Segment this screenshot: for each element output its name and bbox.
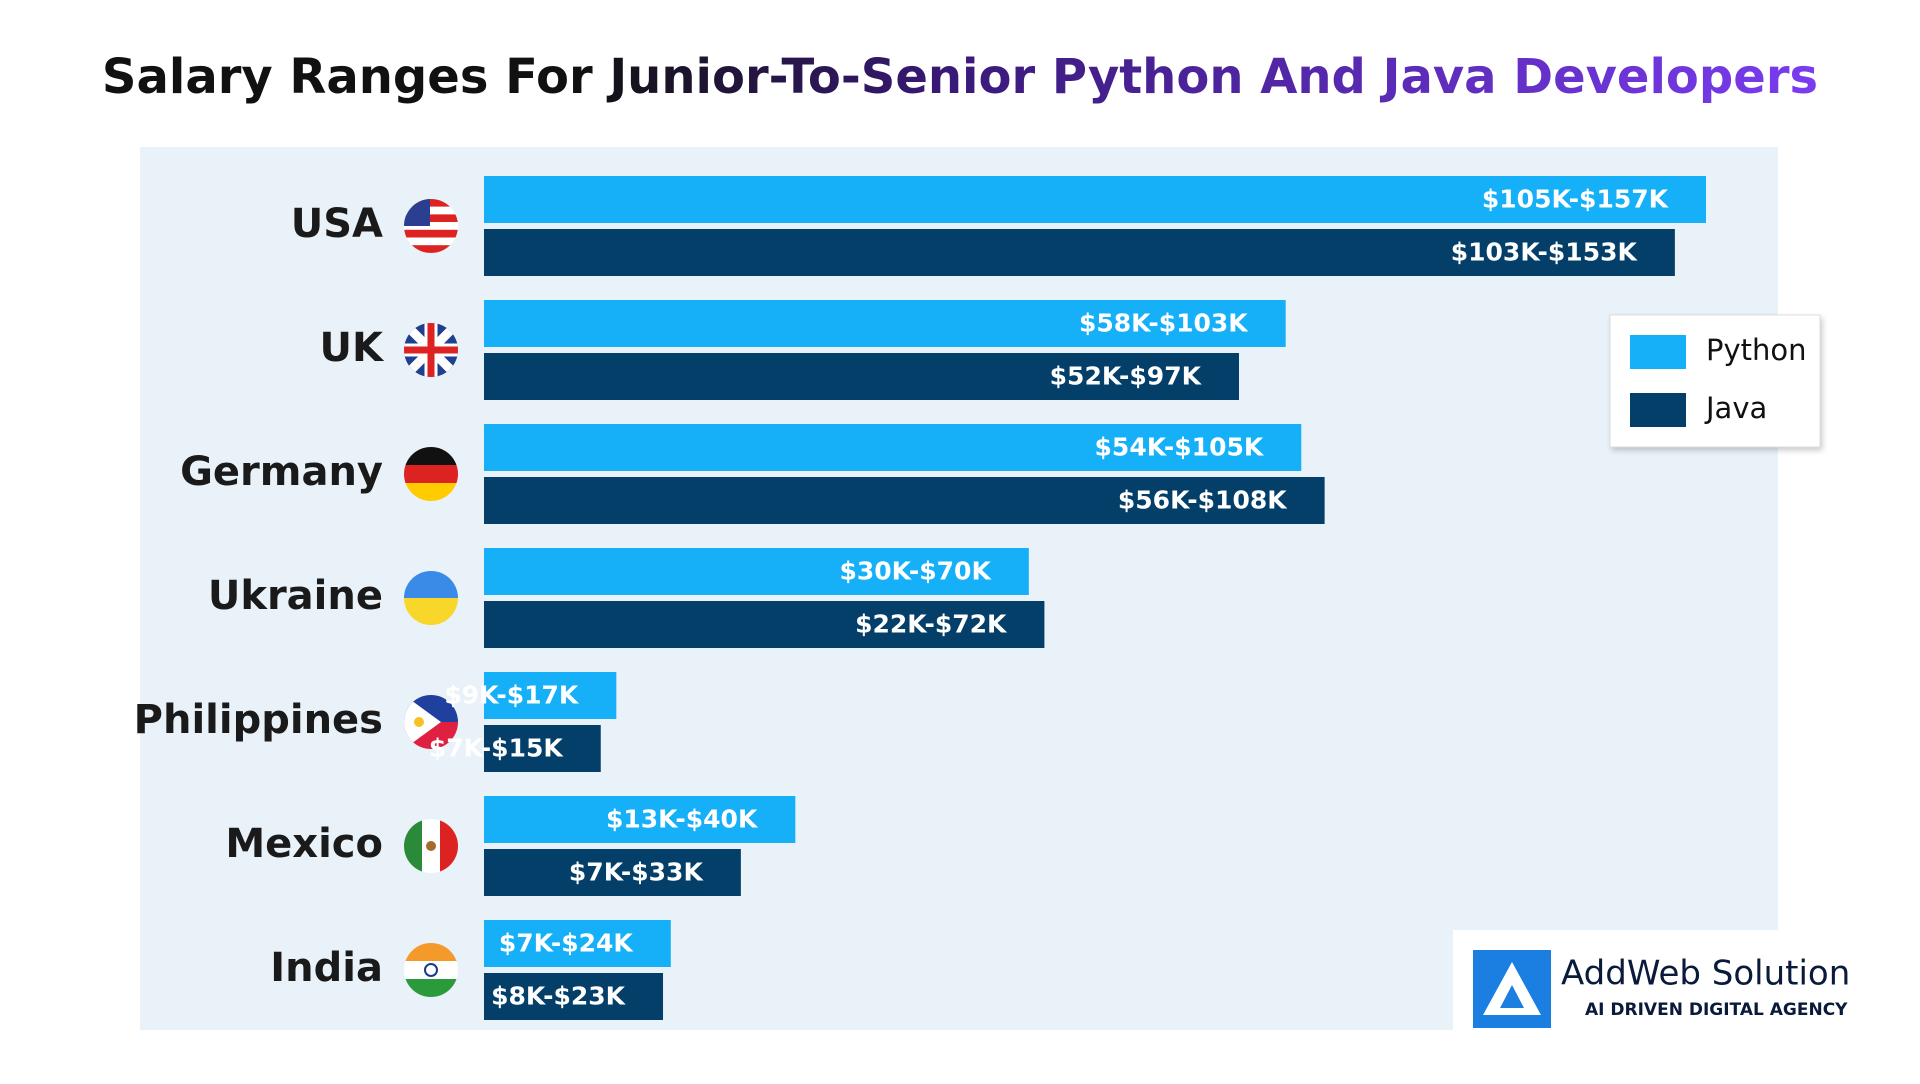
- bar: [484, 849, 741, 896]
- flag: [404, 819, 458, 873]
- category-label: USA: [291, 201, 383, 247]
- flag-part: [440, 819, 458, 873]
- flag-part: [404, 206, 458, 215]
- flag-part: [404, 323, 458, 377]
- bar: [484, 973, 664, 1020]
- flag-part: [404, 465, 458, 483]
- flag-part: [414, 717, 424, 727]
- flag-part: [404, 229, 458, 238]
- legend-swatch: [1630, 335, 1686, 369]
- value-label: $8K-$23K: [491, 982, 627, 1011]
- flag-part: [404, 214, 458, 223]
- value-label: $58K-$103K: [1079, 309, 1249, 338]
- value-label: $9K-$17K: [444, 681, 580, 710]
- value-label: $105K-$157K: [1482, 185, 1670, 214]
- value-label: $52K-$97K: [1050, 362, 1203, 391]
- category-label: India: [270, 945, 383, 991]
- logo-mark: [1483, 962, 1541, 1015]
- category-label: Philippines: [134, 697, 383, 743]
- flag-part: [424, 963, 438, 977]
- category-label: Mexico: [225, 821, 383, 867]
- bar: [484, 176, 1706, 223]
- flag-part: [404, 979, 458, 997]
- bar: [484, 229, 1675, 276]
- legend-swatch: [1630, 393, 1686, 427]
- chart-title: Salary Ranges For Junior-To-Senior Pytho…: [102, 49, 1818, 105]
- bar: [484, 672, 617, 719]
- flag-part: [404, 245, 458, 253]
- bar: [484, 725, 601, 772]
- flag-part: [404, 483, 458, 501]
- bar: [484, 477, 1325, 524]
- flag: [404, 447, 458, 501]
- brand-name: AddWeb Solution: [1561, 954, 1850, 994]
- value-label: $13K-$40K: [606, 805, 759, 834]
- bar: [484, 424, 1302, 471]
- value-label: $7K-$15K: [429, 734, 565, 763]
- flag: [404, 323, 458, 377]
- flag-part: [404, 222, 458, 230]
- value-label: $103K-$153K: [1451, 238, 1639, 267]
- category-label: UK: [320, 325, 385, 371]
- bar: [484, 548, 1029, 595]
- flag-part: [404, 199, 458, 207]
- flag-part: [404, 237, 458, 246]
- flag-part: [404, 447, 458, 465]
- flag-part: [426, 841, 436, 851]
- legend-label: Python: [1706, 333, 1807, 367]
- bar: [484, 796, 796, 843]
- bar: [484, 920, 671, 967]
- category-label: Ukraine: [208, 573, 383, 619]
- flag: [404, 943, 458, 997]
- flag-part: [404, 819, 422, 873]
- category-label: Germany: [180, 449, 383, 495]
- value-label: $7K-$33K: [569, 858, 705, 887]
- value-label: $56K-$108K: [1118, 486, 1288, 515]
- logo-icon: [1473, 950, 1551, 1028]
- bar: [484, 300, 1286, 347]
- value-label: $30K-$70K: [840, 557, 993, 586]
- flags: [404, 199, 458, 997]
- value-label: $22K-$72K: [855, 610, 1008, 639]
- bar: [484, 601, 1045, 648]
- bar: [484, 353, 1239, 400]
- flag-part: [404, 943, 458, 961]
- brand-tagline: AI DRIVEN DIGITAL AGENCY: [1585, 1000, 1848, 1020]
- flag-part: [404, 961, 458, 979]
- flag: [404, 571, 458, 625]
- value-label: $54K-$105K: [1095, 433, 1265, 462]
- legend-label: Java: [1704, 391, 1767, 425]
- value-label: $7K-$24K: [499, 929, 635, 958]
- flag: [404, 199, 458, 253]
